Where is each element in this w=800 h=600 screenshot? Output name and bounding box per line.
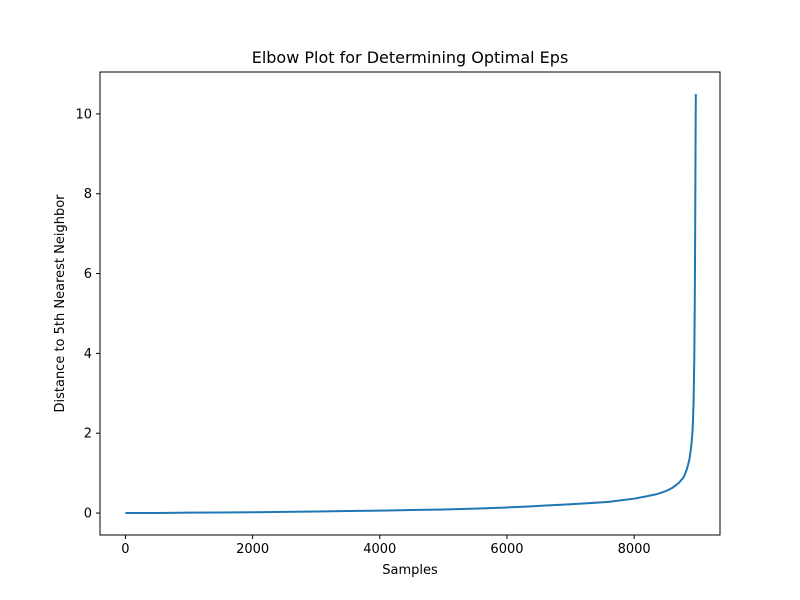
y-axis-label: Distance to 5th Nearest Neighbor [53, 194, 68, 413]
y-tick-label: 10 [75, 107, 92, 122]
x-axis-ticks: 0 2000 4000 6000 8000 [121, 535, 651, 557]
x-tick-label: 4000 [363, 542, 396, 557]
y-tick-label: 2 [84, 427, 92, 442]
x-tick-label: 2000 [236, 542, 269, 557]
plot-area-frame [99, 71, 721, 536]
x-tick-label: 6000 [490, 542, 523, 557]
y-tick-label: 0 [84, 507, 92, 522]
x-tick-label: 8000 [618, 542, 651, 557]
chart-title: Elbow Plot for Determining Optimal Eps [252, 48, 569, 67]
y-tick-label: 8 [84, 187, 92, 202]
x-tick-label: 0 [121, 542, 129, 557]
series-line [125, 93, 697, 515]
y-tick-label: 6 [84, 267, 92, 282]
y-tick-label: 4 [84, 347, 92, 362]
y-axis-ticks: 0 2 4 6 8 10 [75, 107, 100, 522]
x-axis-label: Samples [382, 563, 438, 578]
